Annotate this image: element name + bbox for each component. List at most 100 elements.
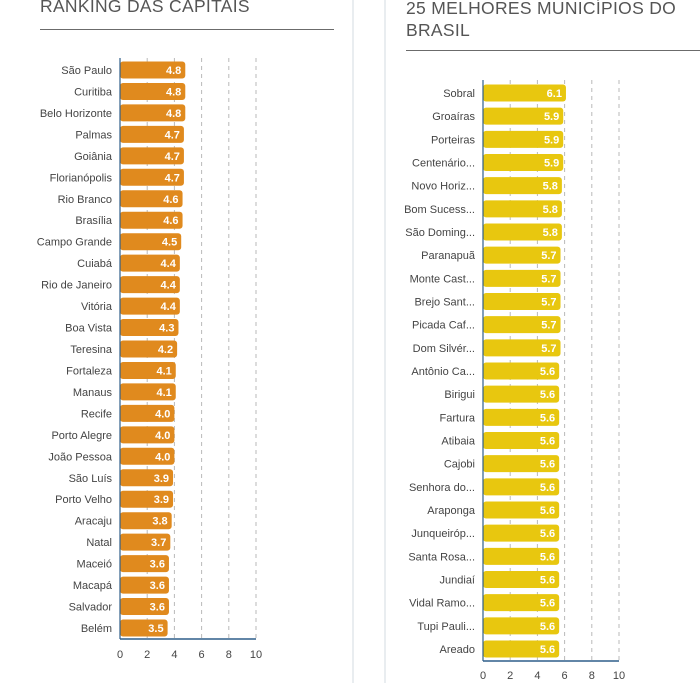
capitals-category-label: Goiânia [74, 151, 113, 163]
capitals-bar [120, 190, 183, 208]
municipalities-bar [483, 107, 564, 125]
municipalities-x-tick-label: 8 [589, 670, 595, 682]
capitals-x-tick-label: 4 [171, 649, 177, 661]
municipalities-value-label: 5.7 [541, 250, 556, 262]
capitals-value-label: 4.4 [161, 280, 177, 292]
municipalities-category-label: Santa Rosa... [408, 551, 475, 563]
capitals-category-label: Natal [86, 537, 112, 549]
municipalities-value-label: 5.7 [541, 273, 556, 285]
capitals-category-label: Macapá [73, 580, 113, 592]
municipalities-category-label: Cajobi [444, 459, 475, 471]
capitals-category-label: Belo Horizonte [40, 108, 112, 120]
capitals-category-label: Maceió [77, 559, 112, 571]
capitals-category-label: Cuiabá [77, 258, 113, 270]
municipalities-bar [483, 177, 562, 195]
municipalities-bar [483, 339, 561, 357]
municipalities-value-label: 5.6 [540, 436, 555, 448]
municipalities-bar [483, 408, 560, 426]
municipalities-category-label: Picada Caf... [412, 320, 475, 332]
municipalities-value-label: 5.6 [540, 528, 555, 540]
municipalities-bar [483, 130, 564, 148]
capitals-bar [120, 254, 180, 272]
municipalities-category-label: Birigui [444, 389, 475, 401]
capitals-value-label: 3.6 [150, 559, 165, 571]
municipalities-bar [483, 269, 561, 287]
right-chart-title: 25 MELHORES MUNICÍPIOS DO BRASIL [406, 0, 677, 40]
municipalities-category-label: Groaíras [432, 111, 475, 123]
municipalities-x-tick-label: 0 [480, 670, 486, 682]
capitals-bar [120, 533, 171, 551]
capitals-category-label: Porto Velho [55, 494, 112, 506]
capitals-category-label: Manaus [73, 387, 113, 399]
municipalities-category-label: Junqueiróp... [411, 528, 475, 540]
municipalities-bar [483, 571, 560, 588]
municipalities-bar [483, 501, 560, 519]
municipalities-value-label: 5.6 [540, 598, 555, 610]
municipalities-value-label: 5.6 [540, 459, 555, 471]
municipalities-bar [483, 362, 560, 380]
left-chart-title: RANKING DAS CAPITAIS [40, 0, 250, 16]
capitals-value-label: 4.1 [156, 387, 171, 399]
capitals-category-label: Porto Alegre [51, 430, 112, 442]
left-title-rule [40, 29, 334, 30]
capitals-bar [120, 61, 186, 79]
capitals-bar [120, 469, 174, 487]
capitals-category-label: Rio de Janeiro [41, 280, 112, 292]
municipalities-x-tick-label: 2 [507, 670, 513, 682]
municipalities-category-label: Dom Silvér... [413, 343, 475, 355]
capitals-category-label: São Paulo [61, 65, 112, 77]
municipalities-category-label: Monte Cast... [410, 273, 475, 285]
capitals-bar [120, 125, 184, 143]
capitals-category-label: Salvador [69, 602, 113, 614]
municipalities-value-label: 5.8 [543, 204, 558, 216]
capitals-category-label: Recife [81, 408, 112, 420]
capitals-bar [120, 211, 183, 229]
municipalities-category-label: Araponga [427, 505, 476, 517]
right-title-rule [406, 50, 700, 51]
municipalities-category-label: Centenário... [412, 158, 475, 170]
capitals-value-label: 4.7 [165, 129, 180, 141]
capitals-bar [120, 383, 176, 401]
municipalities-value-label: 5.6 [540, 366, 555, 378]
municipalities-category-label: Areado [440, 644, 475, 656]
capitals-value-label: 4.0 [155, 408, 170, 420]
capitals-bar [120, 619, 168, 637]
capitals-value-label: 3.9 [154, 473, 169, 485]
municipalities-bar [483, 594, 560, 612]
capitals-value-label: 4.2 [158, 344, 173, 356]
capitals-bar [120, 426, 175, 444]
municipalities-value-label: 5.6 [540, 644, 555, 656]
capitals-category-label: Florianópolis [50, 172, 113, 184]
capitals-category-label: Vitória [81, 301, 113, 313]
capitals-x-tick-label: 10 [250, 649, 262, 661]
capitals-bar [120, 276, 180, 294]
municipalities-bar [483, 154, 564, 171]
capitals-bar [120, 168, 184, 186]
capitals-bar [120, 340, 178, 358]
capitals-x-tick-label: 6 [199, 649, 205, 661]
municipalities-category-label: São Doming... [405, 227, 475, 239]
capitals-value-label: 3.5 [148, 623, 163, 635]
capitals-value-label: 3.7 [151, 537, 166, 549]
municipalities-category-label: Antônio Ca... [411, 366, 475, 378]
capitals-category-label: Aracaju [75, 516, 112, 528]
capitals-category-label: Brasília [75, 215, 113, 227]
municipalities-value-label: 5.8 [543, 181, 558, 193]
capitals-category-label: Boa Vista [65, 323, 113, 335]
municipalities-category-label: Bom Sucess... [404, 204, 475, 216]
capitals-value-label: 4.3 [159, 323, 174, 335]
capitals-category-label: Campo Grande [37, 237, 112, 249]
municipalities-value-label: 5.6 [540, 621, 555, 633]
municipalities-bar [483, 524, 560, 542]
capitals-category-label: Palmas [75, 129, 112, 141]
municipalities-value-label: 5.9 [544, 158, 559, 170]
municipalities-value-label: 5.6 [540, 575, 555, 587]
municipalities-bar [483, 316, 561, 334]
capitals-category-label: Teresina [70, 344, 112, 356]
capitals-value-label: 3.6 [150, 602, 165, 614]
municipalities-category-label: Tupi Pauli... [417, 621, 475, 633]
municipalities-bar [483, 547, 560, 565]
municipalities-category-label: Brejo Sant... [414, 297, 475, 309]
capitals-x-tick-label: 2 [144, 649, 150, 661]
